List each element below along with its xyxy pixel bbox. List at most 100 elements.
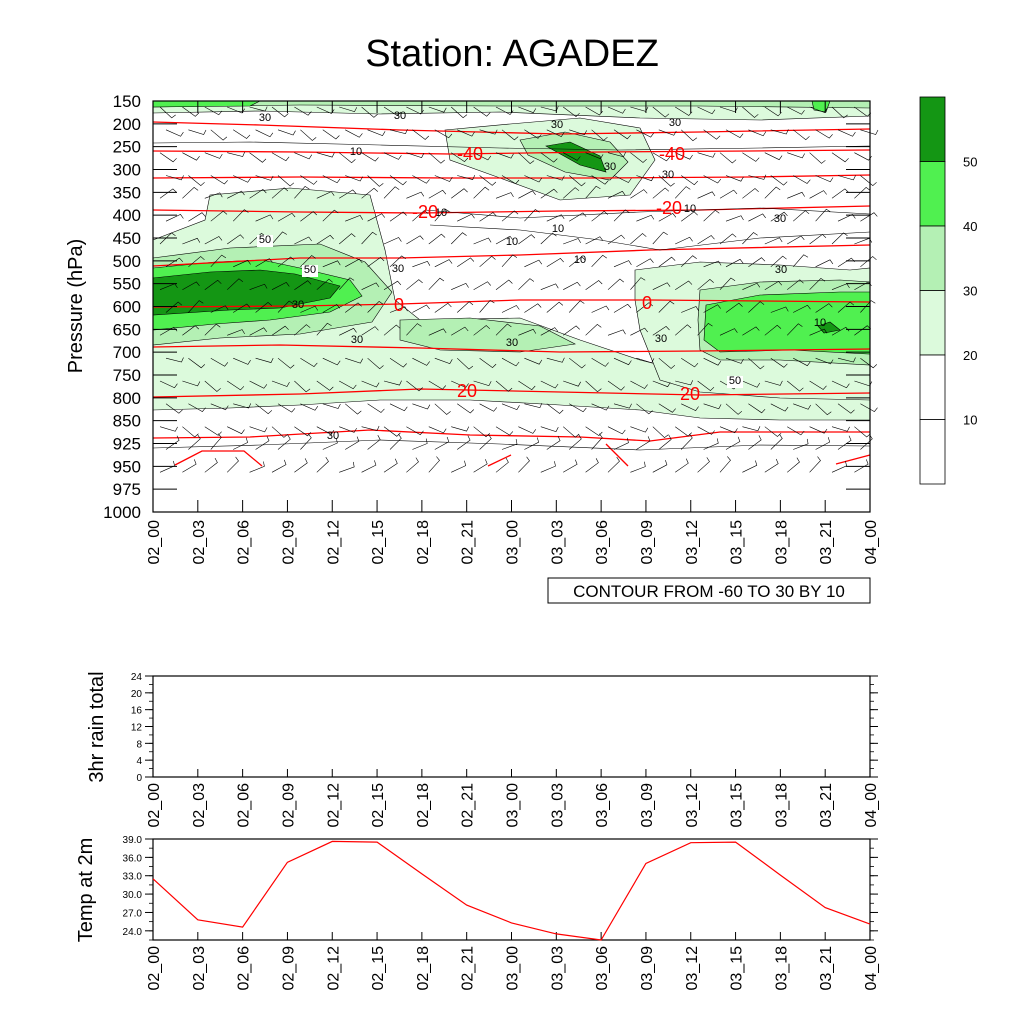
wind-barb	[675, 280, 693, 290]
wind-barb	[451, 380, 469, 388]
wind-barb	[854, 237, 873, 245]
colorbar-box	[919, 419, 946, 485]
wind-barb	[227, 151, 245, 157]
pressure-tick-label: 950	[113, 457, 141, 476]
wind-barb	[831, 380, 850, 389]
wind-barb	[227, 426, 245, 435]
wind-barb	[809, 380, 827, 390]
wind-barb	[451, 326, 469, 336]
wind-barb	[249, 189, 267, 199]
wind-barb	[182, 237, 201, 245]
time-tick-label: 03_06	[594, 520, 611, 565]
wind-barb	[428, 328, 447, 336]
wind-speed-contour-3	[152, 439, 871, 451]
temperature-contour-4	[152, 244, 871, 267]
wind-barb	[630, 152, 647, 163]
wind-barb	[367, 357, 384, 370]
wind-barb	[159, 460, 175, 473]
wind-barb	[837, 403, 855, 414]
wind-barb	[428, 106, 447, 113]
wind-barb	[473, 106, 491, 117]
wind-barb	[339, 426, 357, 433]
time-tick-label: 03_15	[729, 783, 746, 828]
time-tick-label: 03_21	[818, 783, 835, 828]
colorbar-label: 30	[963, 284, 977, 299]
wind-barb	[322, 304, 341, 313]
wind-barb	[831, 188, 849, 199]
wind-speed-label-box	[302, 265, 318, 277]
wind-barb	[232, 209, 249, 222]
wind-barb	[569, 175, 586, 187]
time-tick-label: 03_15	[729, 946, 746, 991]
wind-barb	[681, 403, 699, 411]
wind-barb	[367, 301, 384, 313]
wind-barb	[546, 301, 564, 313]
wind-barb	[294, 426, 312, 437]
wind-barb	[658, 175, 675, 187]
wind-barbs	[159, 106, 879, 473]
wind-barb	[450, 232, 467, 245]
wind-barb	[591, 210, 609, 222]
wind-barb	[182, 106, 200, 117]
wind-barb	[748, 129, 767, 137]
wind-barb	[255, 302, 272, 313]
wind-barb	[188, 212, 206, 222]
wind-barb	[501, 305, 520, 313]
wind-barb	[607, 426, 626, 435]
wind-barb	[636, 357, 655, 364]
shading-region-2	[152, 100, 261, 108]
temperature-contour-segment-2	[605, 443, 629, 467]
wind-speed-contour-label: 30	[551, 119, 563, 131]
wind-barb	[165, 403, 183, 414]
pressure-tick-label: 1000	[103, 503, 141, 522]
wind-barb	[518, 106, 537, 114]
wind-barb	[569, 129, 587, 136]
wind-barb	[204, 279, 222, 290]
wind-barb	[837, 257, 856, 268]
time-tick-label: 03_12	[684, 783, 701, 828]
wind-barb	[457, 174, 476, 180]
temperature-contour-8	[152, 429, 870, 442]
wind-barb	[339, 152, 356, 164]
wind-barb	[389, 357, 407, 368]
wind-barb	[204, 106, 223, 116]
wind-barb	[546, 175, 565, 181]
wind-barb	[159, 106, 176, 119]
wind-barb	[204, 152, 223, 159]
wind-barb	[495, 235, 514, 245]
y-tick-label: 27.0	[123, 908, 143, 919]
wind-barb	[255, 129, 274, 138]
wind-barb	[473, 459, 488, 473]
wind-barb	[182, 459, 197, 473]
wind-barb	[563, 281, 581, 290]
temperature-contour-label: 20	[680, 384, 700, 404]
wind-barb	[451, 426, 470, 432]
pressure-tick-label: 975	[113, 480, 141, 499]
wind-barb	[787, 279, 804, 290]
wind-barb	[652, 152, 671, 162]
wind-barb	[367, 175, 384, 187]
wind-barb	[473, 281, 491, 290]
wind-barb	[316, 426, 335, 435]
wind-barb	[837, 357, 856, 363]
temperature-contour-label: -20	[412, 202, 438, 222]
wind-barb	[165, 301, 183, 313]
wind-barb	[719, 426, 738, 434]
wind-speed-contour-labels: 30 30 30 30 10 10 10 10 10 10 30 50 50 30 30 30 30 30 30 30…	[257, 110, 826, 442]
temperature-contour-label: -40	[659, 144, 685, 164]
time-tick-label: 02_12	[325, 520, 342, 565]
wind-barb	[210, 305, 229, 313]
wind-barb	[636, 129, 654, 138]
wind-barb	[540, 232, 557, 245]
wind-barb	[809, 328, 828, 336]
wind-barb	[165, 129, 184, 137]
wind-barb	[630, 189, 648, 199]
contour-info-box	[547, 577, 871, 604]
time-tick-label: 02_06	[236, 783, 253, 828]
wind-barb	[361, 106, 378, 118]
wind-barb	[277, 212, 296, 222]
wind-barb	[204, 192, 223, 199]
wind-barb	[569, 403, 587, 413]
wind-speed-contour-label: 30	[669, 117, 681, 129]
wind-barb	[406, 380, 423, 392]
